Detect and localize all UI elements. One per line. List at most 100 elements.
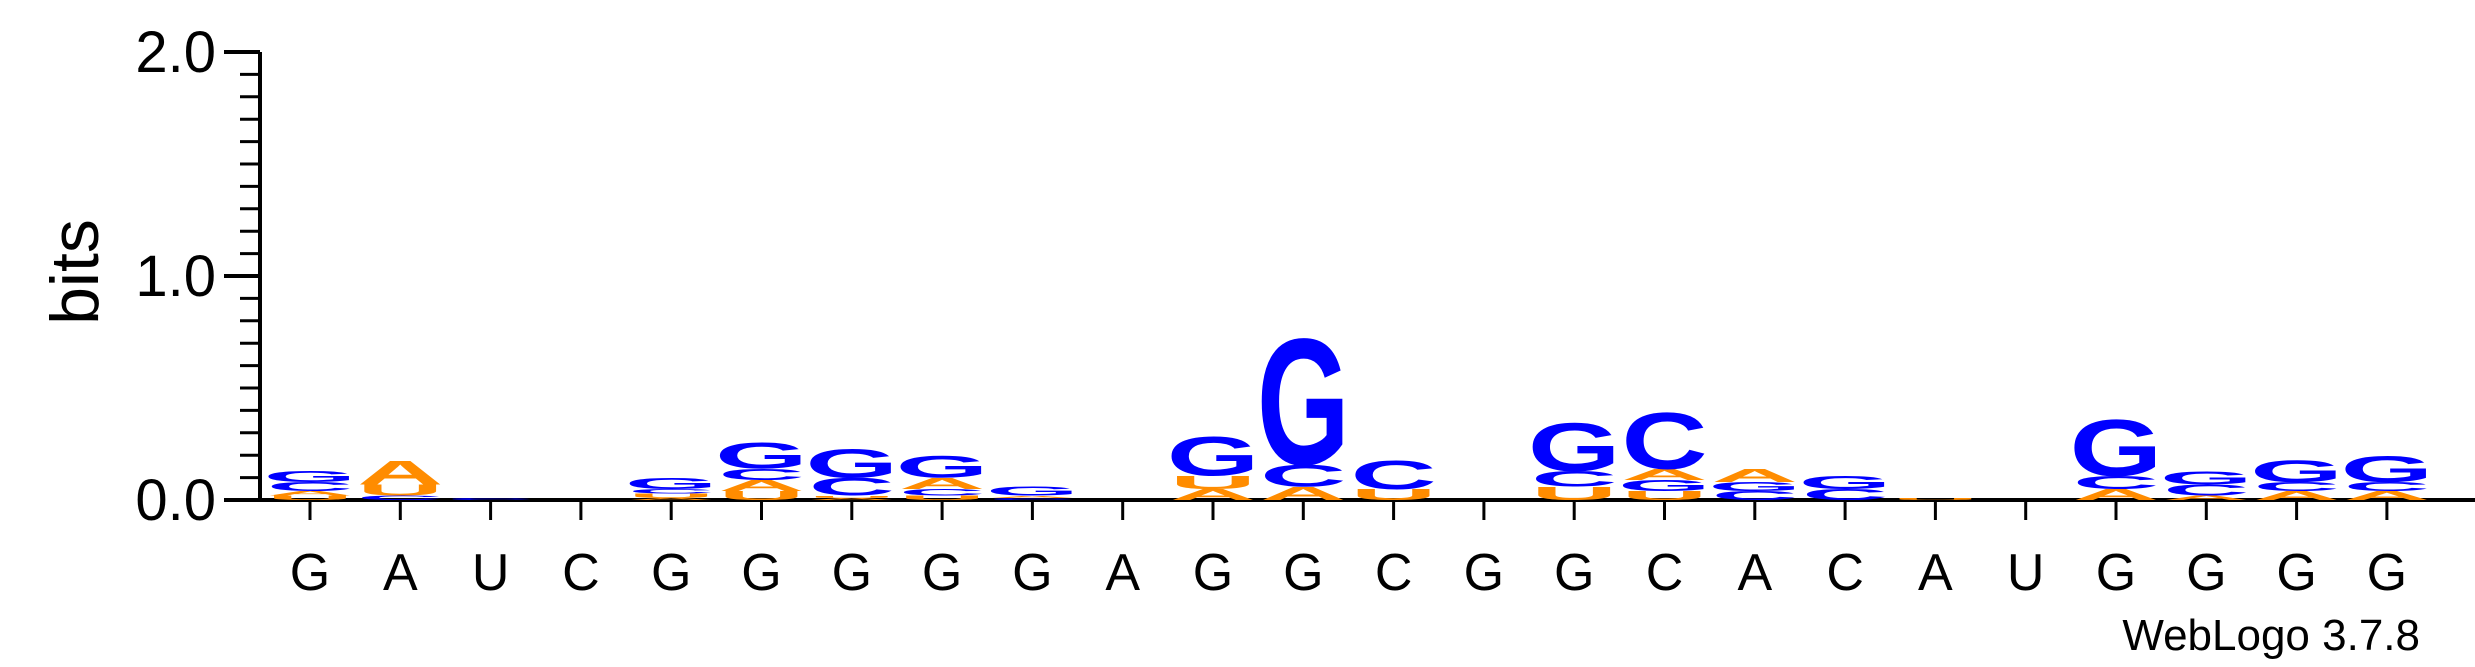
logo-glyph: C	[1802, 486, 1888, 503]
x-position-label: G	[1283, 544, 1323, 602]
logo-letter-A: A	[357, 453, 443, 492]
x-position-label: G	[1554, 544, 1594, 602]
logo-glyph: A	[2253, 489, 2339, 503]
logo-letter-C: C	[1531, 467, 1617, 491]
logo-glyph: C	[809, 473, 895, 501]
logo-glyph: A	[267, 490, 353, 497]
logo-glyph: G	[715, 435, 808, 477]
logo-letter-C: C	[809, 473, 895, 501]
logo-glyph: A	[989, 495, 1075, 498]
logo-letter-A: A	[2253, 489, 2339, 503]
logo-letter-A: A	[718, 477, 804, 494]
logo-glyph: C	[2344, 480, 2430, 494]
logo-letter-C: C	[2163, 482, 2249, 499]
logo-letter-U: U	[1170, 472, 1256, 493]
logo-glyph: A	[1260, 483, 1346, 504]
logo-letter-U: U	[809, 495, 895, 498]
logo-glyph: U	[628, 492, 714, 499]
x-position-label: U	[2007, 544, 2045, 602]
weblogo-credit: WebLogo 3.7.8	[2122, 611, 2420, 660]
logo-glyph: U	[1621, 489, 1707, 503]
y-tick-label: 2.0	[135, 20, 216, 85]
y-axis-title: bits	[37, 219, 113, 325]
y-axis: 0.0 1.0 2.0	[135, 20, 2475, 533]
x-position-label: A	[1918, 544, 1953, 602]
logo-glyph: G	[896, 450, 989, 485]
logo-letter-A: A	[989, 495, 1075, 498]
logo-glyph: C	[1350, 452, 1436, 497]
logo-letter-U: U	[899, 494, 985, 501]
logo-letter-A: A	[1260, 483, 1346, 504]
logo-glyph: U	[267, 494, 353, 501]
x-position-label: G	[1464, 544, 1504, 602]
x-position-label: G	[651, 544, 691, 602]
logo-glyph: A	[2344, 489, 2430, 503]
logo-glyph: G	[805, 441, 898, 486]
logo-letter-G: G	[1708, 480, 1801, 494]
x-position-label: G	[1012, 544, 1052, 602]
logo-letter-A: A	[2344, 489, 2430, 503]
logo-glyph: U	[1350, 486, 1436, 503]
logo-letter-G: G	[715, 435, 808, 477]
x-position-label: G	[922, 544, 962, 602]
logo-glyph: C	[357, 494, 443, 501]
x-position-label: G	[2276, 544, 2316, 602]
x-position-label: C	[1826, 544, 1864, 602]
x-position-label: A	[1105, 544, 1140, 602]
logo-letter-G: G	[2070, 402, 2163, 492]
y-tick-label: 0.0	[135, 468, 216, 533]
logo-letter-G: G	[625, 475, 718, 492]
logo-letter-A: A	[2073, 486, 2159, 503]
logo-letter-A: A	[1712, 465, 1798, 486]
logo-letter-C: C	[357, 494, 443, 501]
logo-glyph: A	[2163, 494, 2249, 501]
logo-letter-U: U	[718, 489, 804, 503]
logo-letter-G: G	[2160, 468, 2253, 489]
logo-glyph: A	[357, 453, 443, 492]
logo-letter-C: C	[2073, 472, 2159, 493]
logo-glyph: C	[2163, 482, 2249, 499]
logo-glyph: A	[899, 475, 985, 492]
x-position-label: U	[472, 544, 510, 602]
logo-glyph: U	[1170, 472, 1256, 493]
logo-letter-C: C	[628, 488, 714, 495]
logo-glyph: G	[2250, 454, 2343, 489]
x-position-label: G	[2186, 544, 2226, 602]
logo-letter-A: A	[2163, 494, 2249, 501]
logo-letter-G: G	[2250, 454, 2343, 489]
logo-glyph: U	[899, 494, 985, 501]
logo-glyph: A	[628, 497, 714, 500]
logo-glyph: C	[447, 497, 533, 500]
logo-glyph: C	[1712, 489, 1798, 503]
logo-glyph: U	[1531, 483, 1617, 504]
logo-glyph: G	[986, 484, 1079, 498]
logo-glyph: C	[2073, 472, 2159, 493]
logo-glyph: G	[625, 475, 718, 492]
logo-letter-G: G	[805, 441, 898, 486]
x-position-label: G	[290, 544, 330, 602]
logo-glyph: C	[718, 466, 804, 483]
logo-letter-U: U	[1892, 497, 1978, 500]
logo-letter-U: U	[1531, 483, 1617, 504]
logo-glyph: U	[1892, 497, 1978, 500]
logo-letter-G: G	[264, 468, 357, 485]
logo-glyph: G	[1618, 477, 1711, 494]
logo-letter-C: C	[1802, 486, 1888, 503]
y-tick-label: 1.0	[135, 244, 216, 309]
logo-glyph: A	[1621, 466, 1707, 483]
logo-glyph: G	[264, 468, 357, 485]
logo-letter-A: A	[1170, 486, 1256, 503]
logo-glyph: U	[357, 482, 443, 499]
logo-letter-G: G	[986, 484, 1079, 498]
logo-letter-C: C	[267, 480, 353, 494]
x-position-label: A	[383, 544, 418, 602]
logo-letter-C: C	[1260, 459, 1346, 494]
logo-letter-A: A	[267, 490, 353, 497]
logo-letter-C: C	[2253, 480, 2339, 494]
logo-glyph: G	[2340, 448, 2433, 490]
logo-letter-A: A	[899, 475, 985, 492]
logo-glyph: C	[1260, 459, 1346, 494]
logo-glyph: A	[809, 497, 895, 500]
